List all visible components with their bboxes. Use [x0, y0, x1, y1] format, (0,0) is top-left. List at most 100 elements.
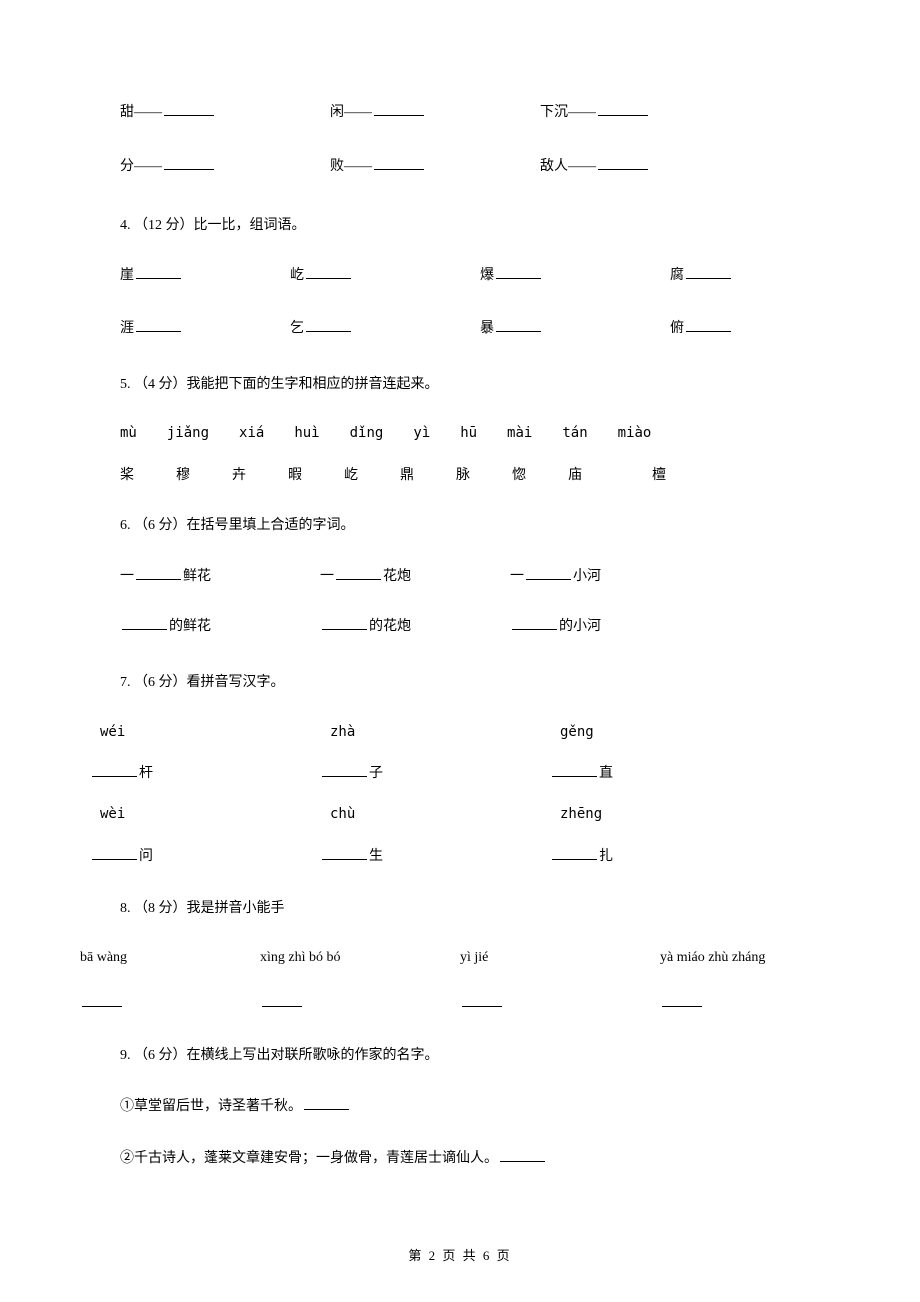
fill-blank[interactable]: [122, 614, 167, 630]
pinyin-item: miào: [618, 422, 652, 444]
fill-blank[interactable]: [82, 991, 122, 1007]
antonym-sep: ——: [568, 105, 596, 120]
pinyin-item: mài: [507, 422, 532, 444]
adj-item: 的花炮: [320, 614, 510, 638]
fill-blank[interactable]: [686, 316, 731, 332]
fill-blank[interactable]: [136, 316, 181, 332]
char-item: 脉: [456, 465, 470, 487]
fill-blank[interactable]: [552, 844, 597, 860]
fill-blank[interactable]: [662, 991, 702, 1007]
char-fill: 子: [320, 761, 550, 785]
fill-blank[interactable]: [598, 100, 648, 116]
char-item: 惚: [512, 465, 526, 487]
fill-blank[interactable]: [322, 614, 367, 630]
noun-label: 的花炮: [369, 619, 411, 634]
word-item: 乞: [290, 316, 480, 340]
fill-blank[interactable]: [526, 564, 571, 580]
fill-blank[interactable]: [164, 100, 214, 116]
antonym-char: 分: [120, 159, 134, 174]
char-item: 屹: [344, 465, 358, 487]
pinyin-phrase: yì jié: [460, 947, 660, 969]
noun-label: 小河: [573, 569, 601, 584]
fill-blank[interactable]: [136, 263, 181, 279]
fill-blank[interactable]: [374, 100, 424, 116]
q4-header: 4. （12 分）比一比，组词语。: [120, 215, 830, 237]
antonym-item: 分——: [120, 154, 330, 178]
antonym-sep: ——: [134, 105, 162, 120]
fill-blank[interactable]: [262, 991, 302, 1007]
char-item: 卉: [232, 465, 246, 487]
adj-item: 的小河: [510, 614, 601, 638]
pinyin-item: dǐng: [350, 422, 384, 444]
fill-blank[interactable]: [306, 316, 351, 332]
fill-blank[interactable]: [496, 316, 541, 332]
fill-blank[interactable]: [462, 991, 502, 1007]
antonym-char: 败: [330, 159, 344, 174]
antonym-item: 甜——: [120, 100, 330, 124]
char-label: 崖: [120, 268, 134, 283]
noun-label: 花炮: [383, 569, 411, 584]
char-label: 俯: [670, 321, 684, 336]
word-item: 爆: [480, 263, 670, 287]
char-label: 屹: [290, 268, 304, 283]
antonym-char: 闲: [330, 105, 344, 120]
fill-blank[interactable]: [374, 154, 424, 170]
q5-pinyin-row: mù jiǎng xiá huì dǐng yì hū mài tán miào: [120, 422, 830, 444]
q9-header: 9. （6 分）在横线上写出对联所歌咏的作家的名字。: [120, 1045, 830, 1067]
word-item: 崖: [120, 263, 290, 287]
q7-col: wèi 问: [90, 803, 320, 868]
antonym-item: 敌人——: [540, 154, 650, 178]
q7-header: 7. （6 分）看拼音写汉字。: [120, 672, 830, 694]
fill-blank[interactable]: [164, 154, 214, 170]
char-label: 乞: [290, 321, 304, 336]
pinyin-phrase: bā wàng: [80, 947, 260, 969]
fill-blank[interactable]: [304, 1094, 349, 1110]
char-fill: 生: [320, 844, 550, 868]
antonym-sep: ——: [344, 105, 372, 120]
fill-blank[interactable]: [136, 564, 181, 580]
fill-blank[interactable]: [336, 564, 381, 580]
char-fill: 杆: [90, 761, 320, 785]
char-label: 扎: [599, 849, 613, 864]
char-label: 涯: [120, 321, 134, 336]
char-fill: 扎: [550, 844, 613, 868]
fill-blank[interactable]: [306, 263, 351, 279]
antonym-item: 闲——: [330, 100, 540, 124]
q4-row-2: 涯 乞 暴 俯: [120, 316, 830, 340]
q7-col: zhà 子: [320, 721, 550, 786]
q6-row-2: 的鲜花 的花炮 的小河: [120, 614, 830, 638]
blank-cell: [80, 991, 260, 1015]
char-label: 暴: [480, 321, 494, 336]
pinyin-label: gěng: [560, 721, 613, 743]
page-content: 甜—— 闲—— 下沉—— 分—— 败—— 敌人—— 4. （12 分）比一比，组…: [70, 100, 850, 1171]
measure-item: 一花炮: [320, 564, 510, 588]
fill-blank[interactable]: [322, 844, 367, 860]
measure-item: 一小河: [510, 564, 601, 588]
fill-blank[interactable]: [598, 154, 648, 170]
char-label: 问: [139, 849, 153, 864]
word-item: 涯: [120, 316, 290, 340]
pinyin-label: zhà: [330, 721, 550, 743]
fill-blank[interactable]: [92, 844, 137, 860]
fill-blank[interactable]: [92, 761, 137, 777]
word-item: 屹: [290, 263, 480, 287]
fill-blank[interactable]: [500, 1146, 545, 1162]
fill-blank[interactable]: [552, 761, 597, 777]
q6-header: 6. （6 分）在括号里填上合适的字词。: [120, 515, 830, 537]
char-label: 生: [369, 849, 383, 864]
blank-cell: [260, 991, 460, 1015]
q7-col: chù 生: [320, 803, 550, 868]
q8-header: 8. （8 分）我是拼音小能手: [120, 898, 830, 920]
fill-blank[interactable]: [322, 761, 367, 777]
antonym-row-2: 分—— 败—— 敌人——: [120, 154, 830, 178]
fill-blank[interactable]: [496, 263, 541, 279]
noun-label: 的鲜花: [169, 619, 211, 634]
fill-blank[interactable]: [686, 263, 731, 279]
char-item: 庙: [568, 465, 582, 487]
q8-blank-row: [80, 991, 830, 1015]
char-item: 穆: [176, 465, 190, 487]
antonym-sep: ——: [344, 159, 372, 174]
fill-blank[interactable]: [512, 614, 557, 630]
char-label: 腐: [670, 268, 684, 283]
pinyin-item: mù: [120, 422, 137, 444]
